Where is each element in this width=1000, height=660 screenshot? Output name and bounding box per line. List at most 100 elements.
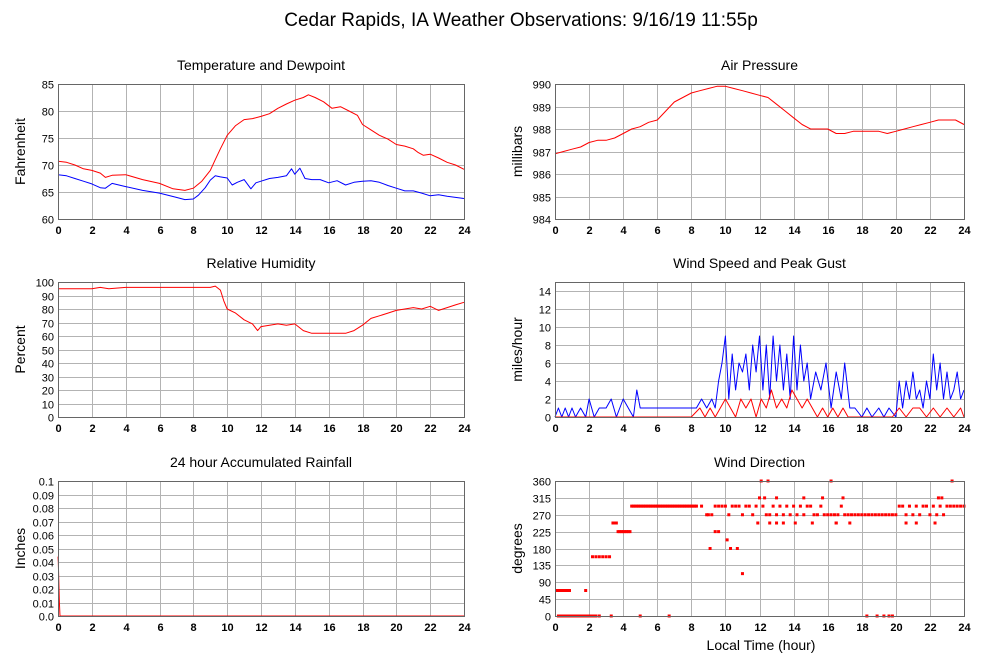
y-tick-label: 360 (533, 477, 551, 489)
data-point (821, 496, 825, 500)
data-point (853, 513, 857, 517)
x-tick-label: 4 (123, 423, 130, 435)
x-tick-label: 20 (890, 225, 902, 237)
data-point (659, 504, 663, 508)
data-point (768, 521, 772, 525)
data-point (655, 504, 659, 508)
y-tick-label: 80 (42, 305, 54, 317)
x-tick-label: 18 (357, 423, 369, 435)
chart-panel-rain: 0.00.01 0.020.03 0.040.05 0.060.07 0.080.09 0… (12, 454, 471, 634)
data-point (826, 513, 830, 517)
data-point (938, 504, 942, 508)
y-tick-label: 85 (42, 80, 54, 92)
x-tick-label: 20 (390, 225, 402, 237)
data-point (775, 496, 779, 500)
x-tick-label: 24 (958, 622, 971, 634)
data-point (819, 504, 823, 508)
data-point (914, 504, 918, 508)
data-point (665, 504, 669, 508)
chart-title: Air Pressure (721, 57, 798, 73)
data-point (643, 504, 647, 508)
data-point (763, 496, 767, 500)
x-tick-label: 16 (822, 622, 834, 634)
data-point (877, 513, 881, 517)
data-point (694, 504, 698, 508)
data-point (689, 504, 693, 508)
x-axis-label: Local Time (hour) (707, 637, 816, 653)
data-point (802, 496, 806, 500)
data-point (688, 504, 692, 508)
data-point (836, 513, 840, 517)
series-line-temp-1 (57, 167, 465, 201)
y-tick-label: 4 (545, 377, 551, 389)
x-tick-label: 4 (620, 423, 627, 435)
y-tick-label: 0.1 (39, 477, 54, 489)
y-tick-label: 315 (533, 494, 551, 506)
data-point (785, 504, 789, 508)
x-tick-label: 6 (157, 622, 163, 634)
data-point (647, 504, 651, 508)
data-point (676, 504, 680, 508)
data-point (764, 513, 768, 517)
y-tick-label: 0.04 (33, 558, 54, 570)
data-point (708, 547, 712, 550)
data-point (730, 504, 734, 508)
data-point (713, 530, 717, 534)
data-point (781, 513, 785, 517)
data-point (897, 504, 901, 508)
data-point (723, 504, 727, 508)
data-point (795, 513, 799, 517)
data-point (822, 513, 826, 517)
x-tick-label: 22 (424, 622, 436, 634)
data-point (637, 504, 641, 508)
data-point (744, 504, 748, 508)
x-tick-label: 24 (958, 225, 971, 237)
y-tick-label: 0 (48, 413, 54, 425)
data-point (557, 589, 561, 592)
y-tick-label: 0 (545, 413, 551, 425)
data-point (918, 513, 922, 517)
data-point (863, 513, 867, 517)
data-point (887, 513, 891, 517)
y-tick-label: 0.06 (33, 531, 54, 543)
chart-title: Wind Speed and Peak Gust (673, 255, 846, 271)
x-tick-label: 10 (221, 622, 233, 634)
data-point (935, 513, 939, 517)
x-tick-label: 10 (221, 225, 233, 237)
data-point (894, 513, 898, 517)
data-point (848, 521, 852, 525)
y-tick-label: 135 (533, 561, 551, 573)
plot-area (555, 481, 964, 616)
x-tick-label: 14 (788, 225, 801, 237)
y-tick-label: 10 (539, 323, 551, 335)
x-tick-label: 10 (719, 423, 731, 435)
y-axis-label: Percent (12, 325, 28, 373)
y-axis-label: degrees (509, 523, 525, 574)
y-tick-label: 12 (539, 305, 551, 317)
x-tick-label: 22 (424, 225, 436, 237)
data-point (747, 504, 751, 508)
data-point (560, 589, 564, 592)
data-point (933, 521, 937, 525)
x-tick-label: 22 (424, 423, 436, 435)
data-point (812, 513, 816, 517)
y-tick-label: 0.01 (33, 599, 54, 611)
data-point (805, 504, 809, 508)
y-tick-label: 100 (36, 278, 54, 290)
x-tick-label: 6 (654, 622, 660, 634)
page-title: Cedar Rapids, IA Weather Observations: 9… (284, 10, 758, 31)
data-point (625, 530, 629, 534)
y-tick-label: 2 (545, 395, 551, 407)
data-point (648, 504, 652, 508)
x-tick-label: 0 (552, 423, 558, 435)
data-point (781, 521, 785, 525)
data-point (706, 513, 710, 517)
data-point (594, 555, 598, 559)
data-point (945, 504, 949, 508)
x-tick-label: 12 (255, 423, 267, 435)
y-tick-label: 14 (539, 287, 551, 299)
y-tick-label: 40 (42, 359, 54, 371)
x-tick-label: 8 (688, 423, 694, 435)
data-point (911, 513, 915, 517)
